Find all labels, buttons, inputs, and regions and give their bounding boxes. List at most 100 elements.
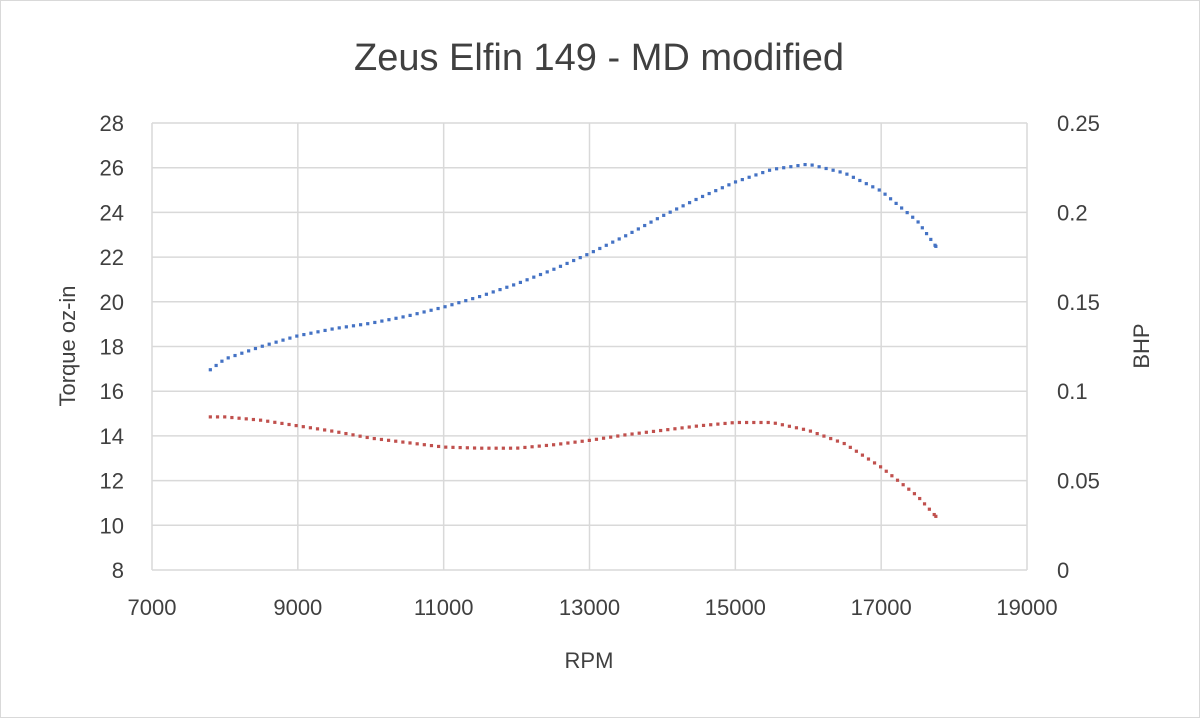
data-point — [773, 421, 777, 425]
data-point — [687, 201, 692, 205]
data-point — [247, 349, 251, 353]
data-point — [883, 192, 887, 196]
data-point — [394, 439, 398, 443]
data-point — [379, 437, 384, 442]
data-point — [617, 237, 621, 241]
y-right-tick-label: 0.15 — [1057, 290, 1100, 315]
data-point — [644, 430, 648, 434]
data-point — [505, 285, 509, 289]
data-point — [858, 178, 862, 183]
data-point — [288, 336, 292, 340]
data-point — [659, 428, 663, 433]
data-point — [655, 217, 659, 221]
data-point — [208, 368, 212, 372]
data-point — [280, 421, 284, 426]
data-point — [803, 162, 807, 167]
data-point — [598, 246, 602, 251]
data-point — [666, 428, 670, 432]
data-point — [709, 423, 713, 427]
data-point — [572, 258, 576, 263]
data-point — [905, 211, 909, 215]
data-point — [230, 415, 234, 420]
data-point — [415, 442, 419, 446]
data-point — [752, 420, 756, 425]
data-point — [273, 420, 277, 424]
data-point — [877, 188, 881, 192]
data-point — [761, 170, 765, 175]
data-point — [616, 434, 620, 438]
data-point — [429, 308, 433, 312]
data-point — [401, 315, 405, 319]
y-right-tick-label: 0.05 — [1057, 469, 1100, 494]
data-point — [443, 305, 447, 309]
data-point — [308, 426, 313, 430]
data-point — [808, 429, 813, 433]
data-point — [740, 178, 744, 182]
data-point — [330, 327, 334, 331]
data-point — [675, 207, 679, 211]
data-point — [223, 415, 227, 419]
x-tick-label: 11000 — [414, 595, 474, 620]
data-point — [518, 280, 522, 285]
data-point — [302, 332, 306, 337]
data-point — [651, 429, 656, 434]
data-point — [451, 445, 455, 449]
data-point — [580, 439, 584, 443]
data-point — [422, 310, 426, 314]
data-point — [465, 446, 469, 450]
data-point — [559, 442, 563, 446]
data-point — [295, 334, 299, 338]
data-point — [545, 270, 549, 274]
data-point — [315, 427, 320, 431]
data-point — [727, 183, 731, 187]
data-point — [782, 166, 786, 170]
data-point — [730, 421, 734, 425]
data-point — [801, 427, 806, 431]
x-tick-label: 7000 — [128, 595, 177, 620]
data-point — [494, 446, 498, 450]
x-tick-label: 13000 — [559, 595, 620, 620]
data-point — [810, 163, 814, 167]
x-tick-label: 9000 — [273, 595, 322, 620]
data-point — [471, 297, 475, 301]
data-point — [884, 469, 888, 473]
data-point — [700, 194, 705, 199]
data-point — [723, 421, 727, 426]
y-left-tick-label: 22 — [100, 245, 124, 270]
data-point — [890, 474, 894, 478]
data-point — [351, 433, 355, 437]
data-point — [601, 436, 606, 440]
y-left-tick-label: 12 — [100, 469, 124, 494]
data-point — [359, 323, 363, 327]
data-point — [450, 303, 454, 307]
data-point — [477, 294, 482, 299]
data-point — [920, 226, 924, 230]
data-point — [281, 338, 285, 342]
data-point — [687, 425, 691, 429]
data-point — [767, 168, 772, 172]
y-left-tick-label: 14 — [100, 424, 124, 449]
data-point — [901, 483, 905, 487]
data-point — [624, 234, 628, 238]
data-point — [258, 418, 263, 422]
data-point — [337, 326, 341, 330]
data-point — [694, 424, 698, 428]
data-point — [716, 422, 720, 426]
data-point — [611, 240, 615, 244]
data-point — [822, 434, 826, 438]
y-left-tick-label: 20 — [100, 290, 124, 315]
data-point — [707, 191, 711, 196]
data-point — [525, 278, 529, 282]
data-point — [591, 250, 595, 254]
data-point — [544, 443, 549, 448]
data-point — [694, 197, 698, 202]
data-point — [766, 420, 770, 425]
data-point — [429, 443, 434, 448]
data-point — [878, 465, 883, 469]
data-point — [585, 253, 589, 257]
data-point — [512, 283, 516, 287]
data-point — [386, 438, 391, 442]
data-point — [594, 437, 599, 441]
data-point — [609, 435, 613, 439]
